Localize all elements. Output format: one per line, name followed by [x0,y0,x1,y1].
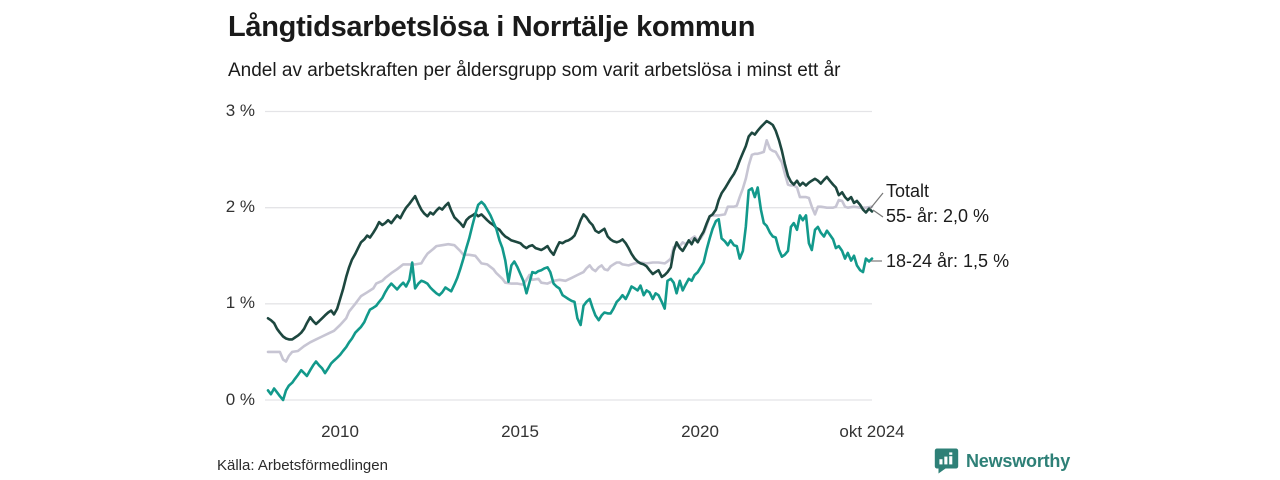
x-tick-2015: 2015 [501,422,539,441]
page-subtitle: Andel av arbetskraften per åldersgrupp s… [228,60,841,81]
x-tick-okt-2024: okt 2024 [839,422,905,441]
series-line-older [266,139,874,363]
y-tick-2: 2 % [225,197,255,216]
totalt-series-label: Totalt [886,181,930,201]
newsworthy-wordmark: Newsworthy [966,450,1071,471]
older-annotation-connector [872,209,884,218]
x-tick-2010: 2010 [321,422,359,441]
series-line-totalt [266,119,874,341]
series-line-young [266,186,874,402]
totalt-annotation-connector [869,192,884,210]
y-tick-1: 1 % [225,293,255,312]
young-series-label: 18-24 år: 1,5 % [886,251,1010,271]
newsworthy-bubble-chart-icon [934,448,959,474]
page-title: Långtidsarbetslösa i Norrtälje kommun [228,11,756,43]
x-tick-2020: 2020 [681,422,719,441]
older-series-label: 55- år: 2,0 % [886,206,990,226]
y-tick-0: 0 % [225,390,255,409]
source-attribution: Källa: Arbetsförmedlingen [217,457,388,474]
y-tick-3: 3 % [225,101,255,120]
newsworthy-logo: Newsworthy [934,448,1070,474]
